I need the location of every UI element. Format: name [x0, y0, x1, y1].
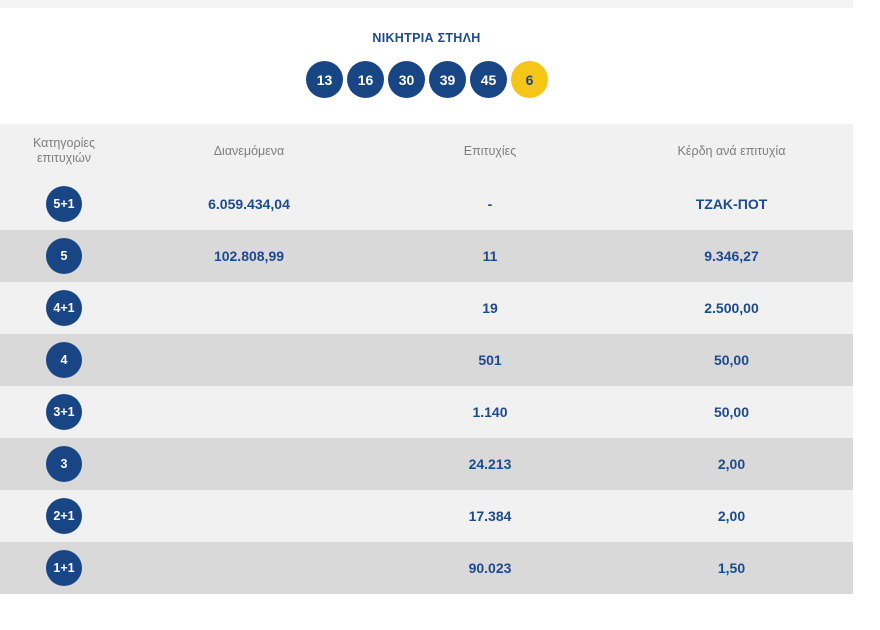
- header-category-line2: επιτυχιών: [36, 151, 92, 165]
- category-badge: 1+1: [46, 550, 82, 586]
- winning-column-title: ΝΙΚΗΤΡΙΑ ΣΤΗΛΗ: [372, 31, 481, 45]
- category-badge: 4: [46, 342, 82, 378]
- table-row: 5 102.808,99 11 9.346,27: [0, 230, 853, 282]
- category-badge: 5: [46, 238, 82, 274]
- winners-value: -: [487, 196, 493, 212]
- prize-value: 2.500,00: [704, 300, 759, 316]
- winners-value: 501: [478, 352, 502, 368]
- winning-number-ball: 30: [388, 61, 425, 98]
- category-badge: 5+1: [46, 186, 82, 222]
- category-badge: 4+1: [46, 290, 82, 326]
- table-row: 3 24.213 2,00: [0, 438, 853, 490]
- header-prize: Κέρδη ανά επιτυχία: [677, 144, 786, 158]
- winning-number-ball: 39: [429, 61, 466, 98]
- winners-value: 19: [482, 300, 498, 316]
- winners-value: 90.023: [468, 560, 512, 576]
- winning-numbers: 13 16 30 39 45 6: [306, 61, 548, 98]
- winners-value: 17.384: [468, 508, 512, 524]
- prize-value: 2,00: [717, 456, 746, 472]
- table-row: 5+1 6.059.434,04 - ΤΖΑΚ-ΠΟΤ: [0, 178, 853, 230]
- distributed-value: 102.808,99: [213, 248, 285, 264]
- header-category-line1: Κατηγορίες: [33, 136, 95, 150]
- prize-value: 9.346,27: [704, 248, 759, 264]
- prize-value: 50,00: [713, 404, 750, 420]
- category-badge: 3+1: [46, 394, 82, 430]
- category-badge: 2+1: [46, 498, 82, 534]
- prize-table: Κατηγορίες επιτυχιών Διανεμόμενα Επιτυχί…: [0, 124, 853, 594]
- winning-number-ball: 13: [306, 61, 343, 98]
- prize-value: 1,50: [717, 560, 746, 576]
- table-row: 4 501 50,00: [0, 334, 853, 386]
- top-band: [0, 0, 853, 8]
- table-header: Κατηγορίες επιτυχιών Διανεμόμενα Επιτυχί…: [0, 124, 853, 178]
- header-winners: Επιτυχίες: [463, 144, 517, 158]
- header-distributed: Διανεμόμενα: [213, 144, 285, 158]
- table-row: 4+1 19 2.500,00: [0, 282, 853, 334]
- prize-value: 2,00: [717, 508, 746, 524]
- winners-value: 24.213: [468, 456, 512, 472]
- table-row: 3+1 1.140 50,00: [0, 386, 853, 438]
- joker-number-ball: 6: [511, 61, 548, 98]
- table-row: 2+1 17.384 2,00: [0, 490, 853, 542]
- prize-value: 50,00: [713, 352, 750, 368]
- winners-value: 1.140: [472, 404, 508, 420]
- distributed-value: 6.059.434,04: [208, 196, 290, 212]
- winning-number-ball: 45: [470, 61, 507, 98]
- prize-value: ΤΖΑΚ-ΠΟΤ: [695, 196, 768, 212]
- winners-value: 11: [482, 248, 498, 264]
- category-badge: 3: [46, 446, 82, 482]
- winning-number-ball: 16: [347, 61, 384, 98]
- header-category: Κατηγορίες επιτυχιών: [0, 124, 128, 178]
- table-row: 1+1 90.023 1,50: [0, 542, 853, 594]
